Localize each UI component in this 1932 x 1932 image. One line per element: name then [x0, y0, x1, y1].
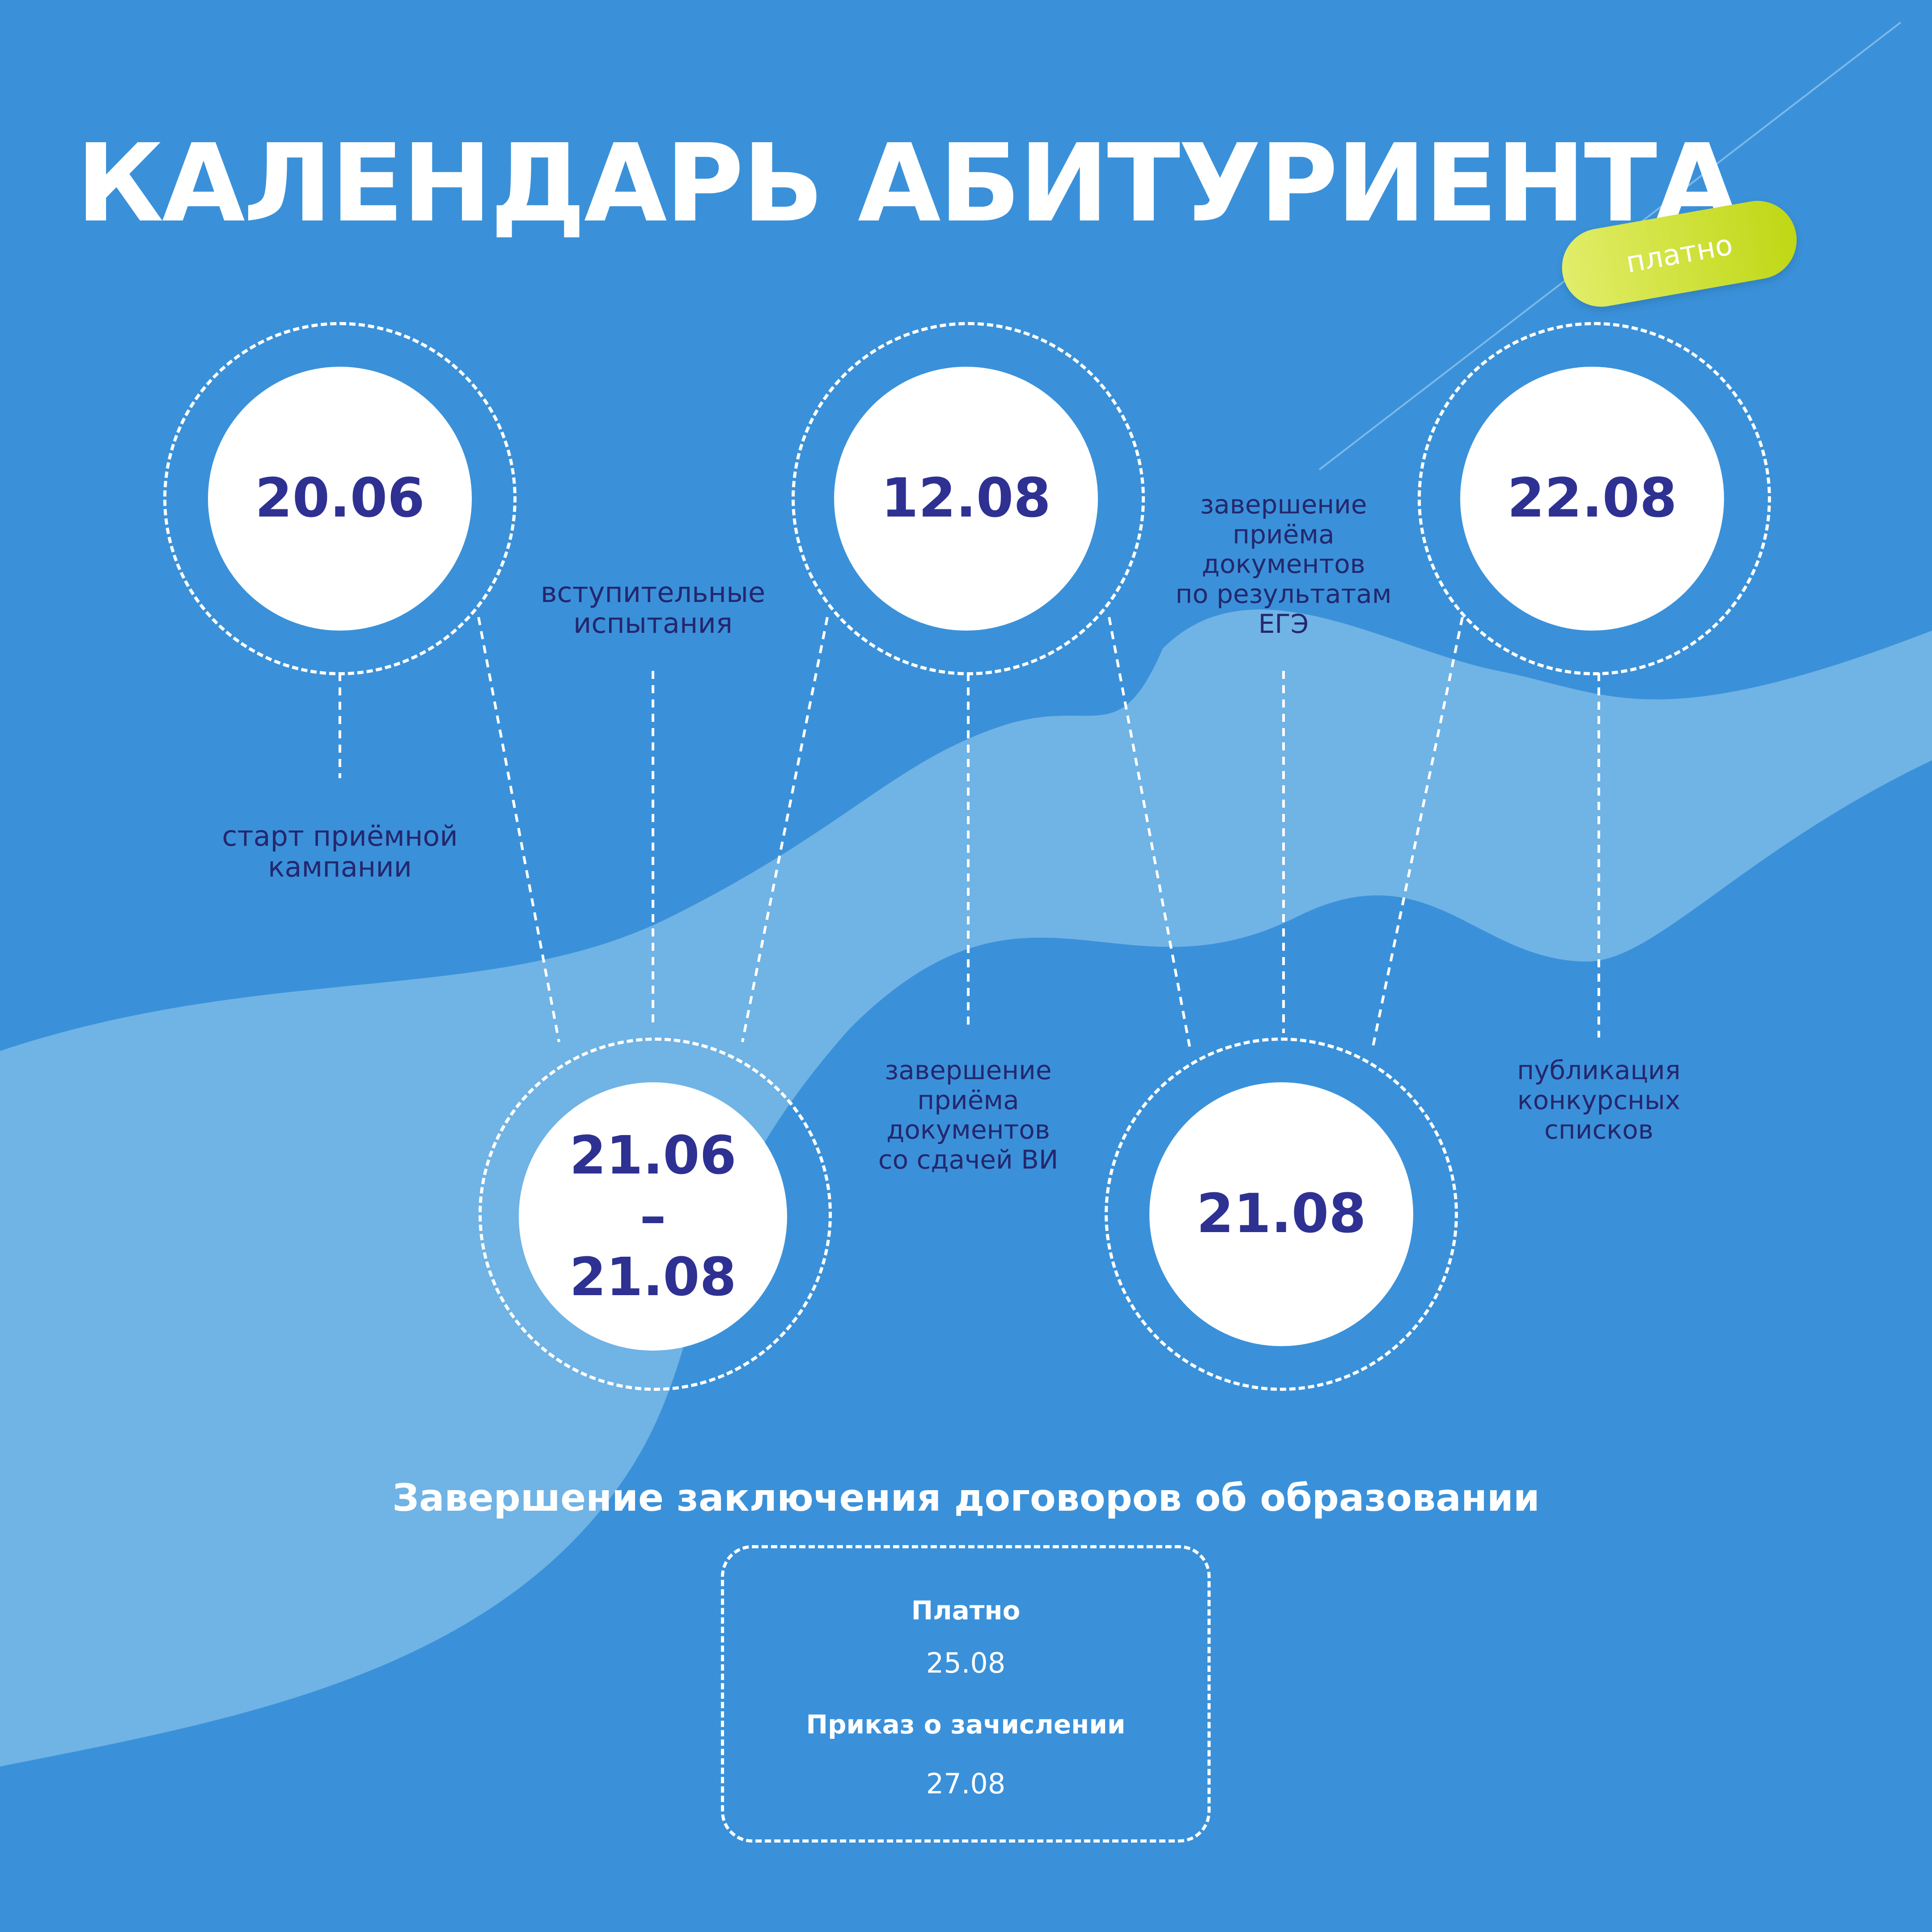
date-range-start: 21.06	[569, 1124, 737, 1186]
paid-date: 25.08	[926, 1647, 1006, 1679]
label-competitive-lists: публикация конкурсных списков	[1517, 1055, 1681, 1145]
label-start-campaign: старт приёмной кампании	[222, 820, 458, 884]
date-ring-exams	[479, 1038, 832, 1391]
date-ring-lists	[1418, 322, 1771, 675]
date-ring-start	[163, 322, 517, 675]
date-start-campaign: 20.06	[208, 367, 472, 631]
order-date: 27.08	[926, 1767, 1006, 1800]
label-entrance-exams: вступительные испытания	[540, 576, 766, 640]
order-label: Приказ о зачислении	[806, 1709, 1126, 1740]
date-ege-docs-deadline: 21.08	[1149, 1082, 1413, 1346]
date-range-dash: –	[640, 1185, 666, 1247]
label-exams-docs-deadline: завершение приёма документов со сдачей В…	[878, 1055, 1059, 1175]
paid-label: Платно	[911, 1595, 1021, 1626]
label-ege-docs-deadline: завершение приёма документов по результа…	[1175, 489, 1392, 639]
date-competitive-lists: 22.08	[1460, 367, 1724, 631]
date-ring-exams-docs	[792, 322, 1145, 675]
date-ring-ege-docs	[1105, 1038, 1458, 1391]
date-exams-docs-deadline: 12.08	[834, 367, 1098, 631]
date-entrance-exams: 21.06 – 21.08	[519, 1082, 787, 1351]
page-title: КАЛЕНДАРЬ АБИТУРИЕНТА	[76, 121, 1738, 246]
contracts-heading: Завершение заключения договоров об образ…	[392, 1476, 1540, 1520]
contracts-info-box: Платно 25.08 Приказ о зачислении 27.08	[721, 1545, 1211, 1843]
date-range-end: 21.08	[569, 1246, 737, 1308]
